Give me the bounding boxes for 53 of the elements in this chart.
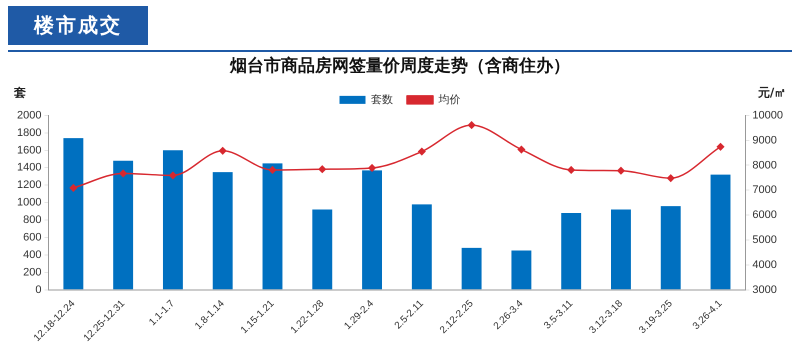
point [617, 166, 625, 174]
bar [113, 160, 134, 290]
point [119, 170, 127, 178]
y-tick-label: 1000 [16, 196, 42, 209]
y2-tick-label: 6000 [752, 209, 777, 222]
point [567, 166, 575, 174]
y-tick-label: 200 [23, 266, 42, 278]
point [368, 164, 376, 172]
y2-tick-label: 8000 [752, 159, 777, 172]
bar [162, 150, 183, 290]
bar [362, 170, 382, 290]
y-axis-title: 套 [13, 86, 26, 100]
bar [462, 248, 482, 290]
y-tick-label: 1800 [16, 126, 42, 139]
point [268, 166, 276, 174]
point [418, 148, 426, 156]
text: 楼市成交 [8, 6, 148, 45]
bar [212, 172, 233, 290]
point [218, 147, 226, 155]
y2-tick-label: 7000 [752, 184, 777, 196]
bar [710, 174, 730, 290]
bar [561, 213, 582, 290]
y-tick-label: 0 [35, 284, 42, 296]
legend-label: 均价 [438, 94, 460, 106]
point [70, 184, 78, 192]
y-tick-label: 2000 [16, 109, 42, 122]
bar [660, 206, 681, 290]
y-tick-label: 400 [23, 248, 42, 261]
bar [63, 138, 84, 290]
y-tick-label: 600 [23, 231, 42, 244]
point [666, 174, 674, 182]
bar [262, 163, 282, 290]
point [468, 121, 476, 129]
y-tick-label: 1200 [16, 179, 42, 192]
bar [511, 250, 532, 290]
y2-tick-label: 4000 [752, 258, 777, 271]
y-tick-label: 800 [23, 214, 42, 226]
y2-axis-title: 元/㎡ [756, 86, 786, 100]
point [518, 146, 526, 154]
point [716, 143, 724, 151]
y-tick-label: 1600 [16, 144, 42, 156]
y2-tick-label: 10000 [752, 109, 784, 122]
chart-title: 烟台市商品房网签量价周度走势（含商住办） [229, 56, 570, 75]
point [169, 172, 177, 180]
y2-tick-label: 5000 [752, 234, 777, 246]
bar [412, 204, 432, 290]
point [318, 165, 326, 173]
bar [312, 210, 332, 290]
bar [611, 210, 631, 290]
y2-tick-label: 3000 [752, 284, 777, 296]
y2-tick-label: 9000 [752, 134, 777, 146]
legend-label: 套数 [371, 94, 393, 106]
y-tick-label: 1400 [16, 162, 42, 174]
